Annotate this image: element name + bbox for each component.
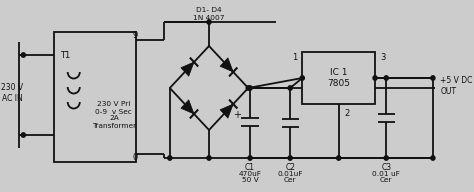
Circle shape xyxy=(384,156,388,160)
Circle shape xyxy=(373,76,377,80)
Circle shape xyxy=(21,53,26,57)
Text: C2: C2 xyxy=(285,164,295,172)
Bar xyxy=(54,32,136,162)
Text: 230 V Pri
0-9  v Sec
2A
Transformer: 230 V Pri 0-9 v Sec 2A Transformer xyxy=(92,102,136,128)
Circle shape xyxy=(207,20,211,24)
Polygon shape xyxy=(181,62,194,76)
Polygon shape xyxy=(220,58,233,72)
Text: 3: 3 xyxy=(380,54,385,63)
Circle shape xyxy=(288,86,292,90)
Circle shape xyxy=(300,76,304,80)
Text: 9: 9 xyxy=(133,31,138,41)
Text: 0.01uF
Cer: 0.01uF Cer xyxy=(277,170,303,184)
Text: 0: 0 xyxy=(133,153,138,162)
Circle shape xyxy=(384,76,388,80)
Text: T1: T1 xyxy=(60,50,71,60)
Text: 470uF
50 V: 470uF 50 V xyxy=(238,170,262,184)
Text: 2: 2 xyxy=(345,108,350,118)
Circle shape xyxy=(207,156,211,160)
Circle shape xyxy=(431,76,435,80)
Text: C1: C1 xyxy=(245,164,255,172)
Circle shape xyxy=(337,156,341,160)
Circle shape xyxy=(21,133,26,137)
Circle shape xyxy=(288,156,292,160)
Circle shape xyxy=(248,86,252,90)
Text: +: + xyxy=(233,110,241,120)
Text: +5 V DC
OUT: +5 V DC OUT xyxy=(440,76,473,96)
Text: C3: C3 xyxy=(381,164,392,172)
Text: 230 V
AC IN: 230 V AC IN xyxy=(1,83,23,103)
Circle shape xyxy=(246,86,250,90)
Text: 1: 1 xyxy=(292,54,298,63)
Circle shape xyxy=(248,156,252,160)
Text: IC 1
7805: IC 1 7805 xyxy=(327,68,350,88)
Polygon shape xyxy=(181,100,194,114)
Bar xyxy=(302,52,375,104)
Text: 0.01 uF
Cer: 0.01 uF Cer xyxy=(372,170,400,184)
Text: D1- D4
1N 4007: D1- D4 1N 4007 xyxy=(193,7,225,21)
Circle shape xyxy=(168,156,172,160)
Polygon shape xyxy=(220,104,233,118)
Circle shape xyxy=(431,156,435,160)
